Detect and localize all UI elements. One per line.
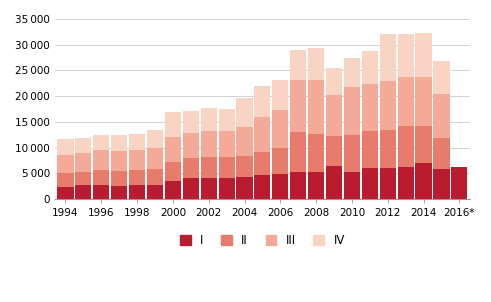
Bar — [344, 87, 360, 135]
Bar — [129, 149, 145, 170]
Bar — [290, 80, 306, 132]
Bar — [93, 149, 109, 170]
Bar — [254, 117, 271, 152]
Bar — [434, 94, 449, 138]
Bar — [362, 168, 378, 199]
Bar — [344, 58, 360, 87]
Bar — [165, 137, 181, 162]
Bar — [415, 163, 432, 199]
Bar — [75, 185, 91, 199]
Bar — [111, 186, 127, 199]
Bar — [111, 171, 127, 186]
Bar — [201, 108, 217, 131]
Bar — [254, 152, 271, 175]
Bar — [57, 187, 74, 199]
Bar — [362, 84, 378, 131]
Bar — [308, 172, 324, 199]
Bar — [218, 178, 235, 199]
Bar — [75, 153, 91, 172]
Bar — [326, 68, 342, 95]
Bar — [326, 136, 342, 166]
Bar — [326, 166, 342, 199]
Bar — [434, 138, 449, 169]
Bar — [183, 111, 199, 133]
Bar — [93, 170, 109, 185]
Bar — [308, 134, 324, 172]
Bar — [147, 130, 163, 148]
Bar — [111, 151, 127, 171]
Bar — [165, 182, 181, 199]
Bar — [326, 95, 342, 136]
Bar — [290, 132, 306, 172]
Bar — [344, 172, 360, 199]
Bar — [434, 61, 449, 94]
Bar — [183, 178, 199, 199]
Bar — [380, 81, 396, 130]
Bar — [93, 185, 109, 199]
Bar — [254, 175, 271, 199]
Bar — [129, 134, 145, 149]
Bar — [183, 158, 199, 178]
Bar — [415, 77, 432, 126]
Bar — [201, 157, 217, 178]
Bar — [398, 77, 414, 127]
Bar — [380, 34, 396, 81]
Bar — [344, 135, 360, 172]
Bar — [398, 34, 414, 77]
Bar — [57, 173, 74, 187]
Bar — [75, 172, 91, 185]
Bar — [75, 137, 91, 153]
Bar — [434, 169, 449, 199]
Bar — [380, 168, 396, 199]
Bar — [129, 170, 145, 185]
Bar — [218, 157, 235, 178]
Bar — [273, 80, 288, 110]
Bar — [218, 130, 235, 157]
Bar — [201, 131, 217, 157]
Bar — [147, 185, 163, 199]
Bar — [111, 135, 127, 151]
Bar — [93, 135, 109, 149]
Bar — [254, 86, 271, 117]
Bar — [129, 185, 145, 199]
Bar — [415, 33, 432, 77]
Bar — [273, 110, 288, 148]
Bar — [147, 169, 163, 185]
Bar — [57, 155, 74, 173]
Bar — [237, 177, 252, 199]
Legend: I, II, III, IV: I, II, III, IV — [180, 234, 345, 247]
Bar — [398, 167, 414, 199]
Bar — [273, 148, 288, 174]
Bar — [273, 174, 288, 199]
Bar — [147, 148, 163, 169]
Bar — [290, 50, 306, 80]
Bar — [218, 109, 235, 130]
Bar — [451, 167, 467, 199]
Bar — [308, 48, 324, 80]
Bar — [398, 127, 414, 167]
Bar — [237, 98, 252, 127]
Bar — [57, 139, 74, 155]
Bar — [415, 126, 432, 163]
Bar — [380, 130, 396, 168]
Bar — [165, 162, 181, 182]
Bar — [237, 127, 252, 156]
Bar — [201, 178, 217, 199]
Bar — [362, 131, 378, 168]
Bar — [362, 51, 378, 84]
Bar — [290, 172, 306, 199]
Bar — [237, 156, 252, 177]
Bar — [308, 80, 324, 134]
Bar — [183, 133, 199, 158]
Bar — [165, 112, 181, 137]
